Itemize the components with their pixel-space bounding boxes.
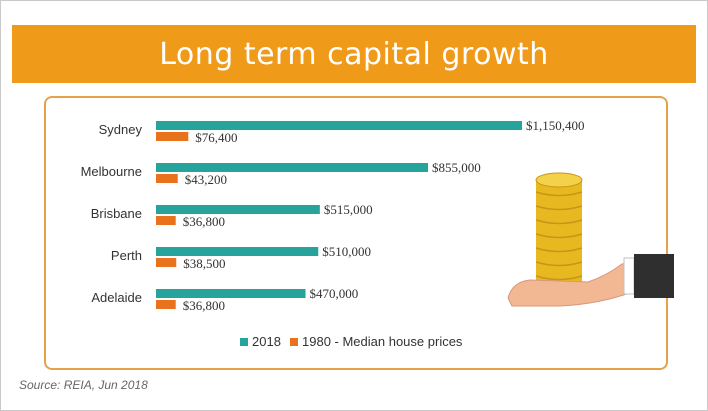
bar-1980 [156, 216, 176, 225]
bar-2018 [156, 121, 522, 130]
bar-2018 [156, 289, 306, 298]
legend-swatch-2018 [240, 338, 248, 346]
category-label: Sydney [99, 122, 143, 137]
data-label-2018: $470,000 [310, 286, 359, 301]
bar-2018 [156, 205, 320, 214]
data-label-1980: $36,800 [183, 298, 225, 313]
legend-label-1980: 1980 - Median house prices [302, 334, 463, 349]
data-label-2018: $515,000 [324, 202, 373, 217]
bar-2018 [156, 247, 319, 256]
data-label-2018: $855,000 [432, 160, 481, 175]
category-label: Adelaide [91, 290, 142, 305]
legend-swatch-1980 [290, 338, 298, 346]
category-label: Melbourne [81, 164, 142, 179]
data-label-1980: $76,400 [195, 130, 237, 145]
source-note: Source: REIA, Jun 2018 [19, 378, 148, 392]
bar-1980 [156, 132, 189, 141]
title-banner: Long term capital growth [12, 25, 696, 83]
bar-1980 [156, 300, 176, 309]
hand-icon [507, 254, 674, 307]
data-label-1980: $38,500 [183, 256, 225, 271]
bar-1980 [156, 174, 178, 183]
data-label-2018: $510,000 [322, 244, 371, 259]
data-label-1980: $36,800 [183, 214, 225, 229]
chart-title: Long term capital growth [159, 36, 549, 72]
category-label: Perth [111, 248, 142, 263]
legend-label-2018: 2018 [252, 334, 281, 349]
bar-1980 [156, 258, 177, 267]
legend: 2018 1980 - Median house prices [240, 334, 463, 349]
data-label-1980: $43,200 [185, 172, 227, 187]
coin-stack-icon [535, 172, 583, 297]
data-label-2018: $1,150,400 [526, 118, 585, 133]
bar-2018 [156, 163, 429, 172]
coins-hand-illustration [507, 172, 674, 307]
category-label: Brisbane [91, 206, 142, 221]
